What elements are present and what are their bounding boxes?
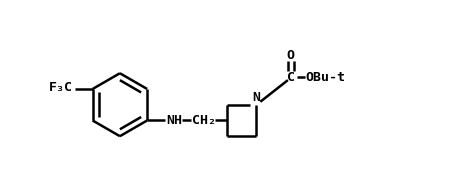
Text: OBu-t: OBu-t xyxy=(306,71,346,84)
Text: F₃C: F₃C xyxy=(49,82,73,95)
Text: O: O xyxy=(287,49,295,62)
Text: C: C xyxy=(287,71,295,84)
Text: N: N xyxy=(253,91,261,104)
Text: CH₂: CH₂ xyxy=(193,114,217,127)
Text: NH: NH xyxy=(166,114,182,127)
